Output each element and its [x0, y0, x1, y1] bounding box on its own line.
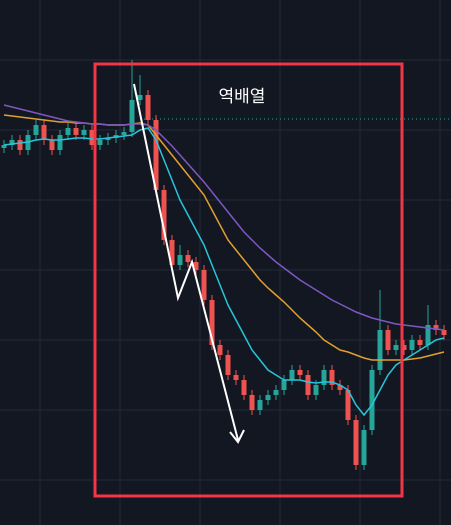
drawn-arrow — [133, 83, 239, 441]
candle-body — [393, 345, 399, 350]
candle-body — [137, 95, 143, 100]
candle-body — [97, 140, 103, 145]
moving-average — [3, 114, 445, 361]
candle-body — [377, 330, 383, 370]
candle-body — [145, 95, 151, 120]
candle-body — [193, 262, 199, 270]
candle-body — [297, 370, 303, 375]
candle-body — [241, 380, 247, 395]
moving-average — [3, 127, 445, 417]
moving-average — [3, 104, 445, 331]
candle-body — [385, 330, 391, 350]
candle-body — [281, 380, 287, 390]
candle-body — [337, 385, 343, 390]
candle-body — [369, 370, 375, 430]
candle-body — [49, 140, 55, 150]
candle-body — [249, 395, 255, 410]
arrow-head — [229, 429, 245, 444]
candle-body — [353, 420, 359, 465]
candle-body — [73, 128, 79, 135]
candle-body — [169, 240, 175, 265]
candle-body — [289, 370, 295, 380]
candle-body — [17, 140, 23, 150]
candle-body — [185, 255, 191, 262]
candle-body — [89, 130, 95, 145]
candle-body — [81, 130, 87, 135]
candle-body — [153, 120, 159, 190]
candle-body — [201, 270, 207, 300]
candle-body — [129, 100, 135, 132]
annotation: 역배열 — [219, 87, 266, 107]
candle-body — [217, 345, 223, 355]
candle-body — [41, 125, 47, 140]
candle-body — [305, 375, 311, 395]
candle-body — [321, 370, 327, 385]
candle-body — [65, 128, 71, 135]
candle-body — [105, 138, 111, 140]
candle-body — [401, 345, 407, 350]
candle-body — [273, 390, 279, 395]
candle-body — [441, 330, 447, 335]
candle-body — [409, 340, 415, 350]
highlight-box — [93, 62, 404, 498]
candle-body — [177, 255, 183, 265]
candle-body — [233, 375, 239, 380]
candle-body — [33, 125, 39, 135]
candle-body — [361, 430, 367, 465]
candle-body — [265, 395, 271, 400]
candle-body — [433, 325, 439, 330]
candle-body — [9, 140, 15, 145]
candle-body — [345, 390, 351, 420]
candle-body — [1, 145, 7, 148]
candle-body — [57, 135, 63, 150]
candle-body — [257, 400, 263, 410]
candle-body — [313, 385, 319, 395]
candle-body — [329, 370, 335, 385]
candle-body — [425, 325, 431, 345]
candle-body — [121, 132, 127, 135]
candle-body — [161, 190, 167, 240]
candle-body — [417, 340, 423, 345]
candle-body — [209, 300, 215, 345]
candle-body — [225, 355, 231, 375]
plot — [1, 60, 447, 470]
